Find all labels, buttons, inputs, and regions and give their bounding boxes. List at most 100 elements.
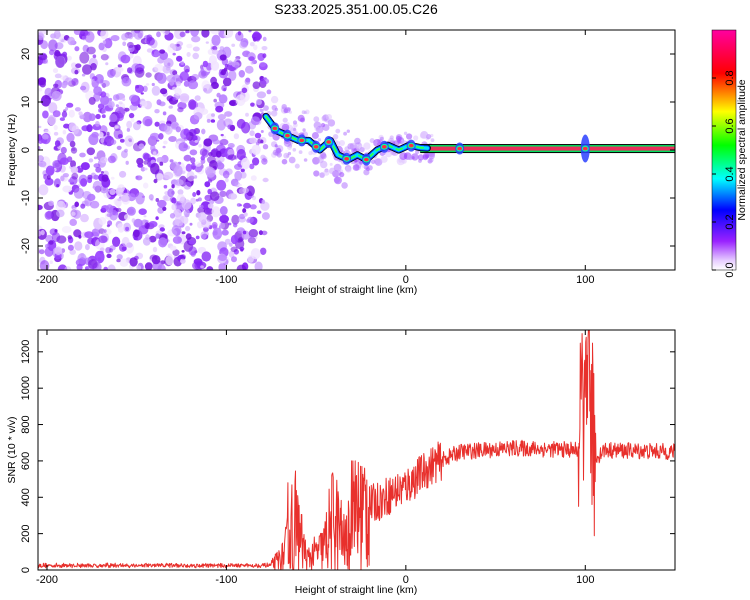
noise-blob (99, 131, 104, 138)
noise-blob (82, 191, 92, 199)
noise-blob (152, 246, 158, 253)
noise-blob (174, 214, 185, 227)
spectrogram-x-tick-label: -100 (215, 274, 237, 286)
noise-blob (202, 60, 209, 68)
signal-halo-blob (352, 164, 360, 171)
snr-x-label: Height of straight line (km) (295, 584, 418, 596)
noise-blob (69, 249, 76, 255)
noise-blob (211, 34, 221, 46)
noise-blob (253, 44, 258, 51)
noise-blob (84, 31, 95, 43)
noise-blob (212, 45, 218, 51)
snr-x-axis: -200 -100 0 100 (36, 330, 594, 586)
noise-blob (251, 144, 261, 155)
noise-blob (68, 109, 75, 118)
noise-blob (107, 69, 116, 78)
noise-blob (79, 51, 90, 64)
noise-blob (125, 160, 129, 165)
noise-blob (201, 80, 210, 91)
noise-blob (129, 94, 139, 102)
noise-blob (249, 235, 253, 239)
signal-halo-blob (343, 131, 347, 136)
noise-blob (205, 197, 210, 201)
noise-blob (167, 188, 175, 198)
noise-blob (222, 170, 230, 179)
noise-blob (153, 50, 160, 58)
noise-blob (180, 61, 185, 65)
bright-spot-core (381, 145, 387, 149)
signal-halo-blob (303, 158, 308, 162)
noise-blob (216, 179, 227, 191)
noise-blob (44, 178, 54, 186)
noise-blob (211, 221, 218, 229)
noise-blob (227, 148, 235, 156)
noise-blob (77, 253, 87, 265)
noise-blob (260, 201, 270, 211)
noise-blob (99, 250, 104, 254)
noise-blob (183, 181, 192, 190)
noise-blob (127, 193, 136, 202)
noise-blob (86, 124, 93, 133)
bright-spot-core (285, 133, 290, 138)
noise-blob (101, 114, 106, 119)
snr-x-tick-label: -200 (36, 574, 58, 586)
noise-blob (213, 98, 217, 103)
noise-blob (181, 231, 186, 235)
noise-blob (163, 184, 168, 189)
noise-blob (212, 227, 223, 240)
noise-blob (183, 65, 190, 73)
noise-blob (260, 78, 270, 85)
snr-y-tick-label: 0 (20, 567, 32, 573)
signal-halo-blob (276, 152, 282, 158)
noise-blob (133, 229, 140, 238)
signal-halo-blob (303, 111, 307, 114)
snr-y-tick-label: 600 (20, 452, 32, 470)
signal-halo-blob (413, 135, 419, 141)
noise-blob (122, 78, 126, 83)
noise-blob (181, 199, 192, 210)
noise-blob (248, 56, 255, 61)
noise-blob (200, 155, 205, 161)
noise-blob (153, 178, 158, 184)
noise-blob (109, 188, 116, 195)
signal-halo-blob (287, 151, 292, 156)
noise-blob (116, 207, 122, 213)
noise-blob (241, 87, 248, 94)
noise-blob (236, 149, 246, 161)
signal-halo-blob (297, 114, 305, 122)
noise-blob (48, 200, 54, 206)
snr-panel: -200 -100 0 100 0 200 400 600 800 1000 1200 Heigh… (6, 329, 676, 596)
colorbar-gradient (711, 29, 737, 271)
noise-blob (116, 145, 122, 150)
spectrogram-y-label: Frequency (Hz) (6, 114, 18, 186)
noise-blob (48, 102, 58, 114)
colorbar: 0.0 0.2 0.4 0.6 0.8 Normalized spectral ampl… (711, 29, 748, 278)
noise-blob (128, 112, 135, 119)
noise-blob (80, 85, 87, 91)
noise-blob (211, 148, 219, 158)
noise-blob (114, 106, 125, 119)
noise-blob (242, 208, 247, 214)
noise-blob (115, 104, 119, 108)
noise-blob (171, 197, 177, 204)
signal-halo-blob (288, 156, 296, 164)
noise-blob (54, 229, 58, 233)
noise-blob (60, 146, 67, 154)
noise-blob (233, 223, 238, 228)
noise-blob (86, 46, 96, 55)
noise-blob (261, 230, 268, 236)
noise-blob (174, 179, 184, 186)
noise-blob (198, 70, 208, 79)
noise-blob (60, 175, 65, 182)
noise-blob (54, 73, 62, 79)
noise-blob (185, 225, 191, 232)
signal-halo-blob (345, 166, 352, 173)
noise-blob (124, 214, 131, 221)
noise-blob (191, 35, 201, 43)
noise-blob (239, 41, 248, 49)
bright-spot-core (344, 157, 350, 161)
noise-blob (239, 246, 245, 251)
noise-blob (60, 75, 66, 80)
noise-blob (210, 30, 221, 35)
noise-blob (126, 41, 134, 49)
